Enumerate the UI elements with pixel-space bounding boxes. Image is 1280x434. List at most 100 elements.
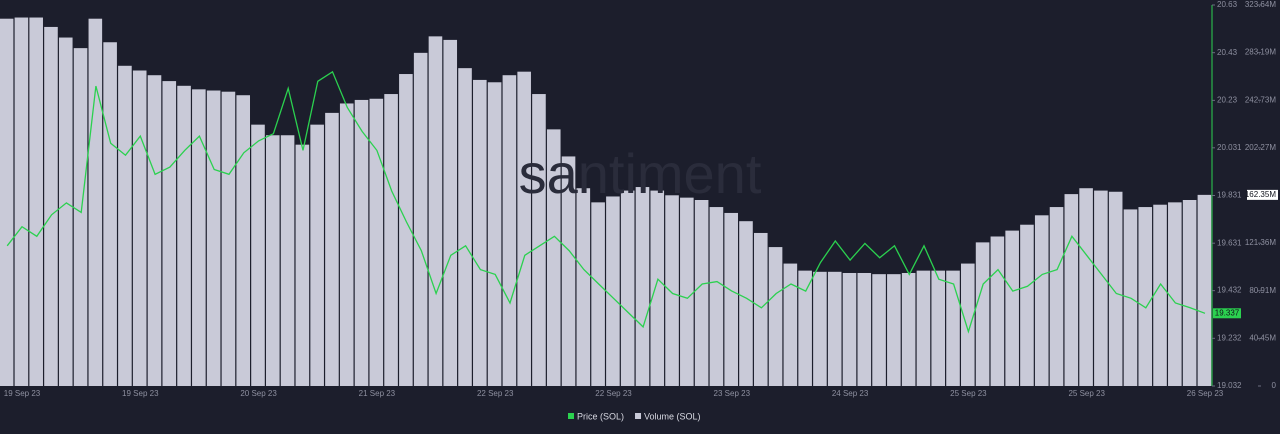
volume-bar	[1197, 194, 1212, 386]
volume-bar	[132, 70, 147, 387]
y-tick-label: 20.23	[1217, 95, 1238, 104]
volume-bar	[827, 271, 842, 386]
y-tick-label: 20.63	[1217, 0, 1238, 9]
x-tick-label: 26 Sep 23	[1187, 389, 1224, 398]
volume-bar	[295, 144, 310, 386]
x-tick-label: 21 Sep 23	[359, 389, 396, 398]
volume-bar	[532, 94, 546, 387]
y2-tick-label: 202.27M	[1245, 143, 1276, 152]
volume-bar	[1049, 207, 1064, 386]
y2-tick-label: 323.64M	[1245, 0, 1276, 9]
volume-bar	[724, 212, 738, 386]
volume-bar	[872, 274, 886, 386]
volume-bar	[1064, 194, 1079, 386]
volume-bar	[694, 199, 709, 386]
x-tick-label: 25 Sep 23	[1068, 389, 1105, 398]
y2-tick-label: 121.36M	[1245, 238, 1276, 247]
watermark: santiment	[519, 142, 762, 205]
volume-badge-label: 162.35M	[1245, 190, 1276, 199]
x-tick-label: 22 Sep 23	[595, 389, 632, 398]
volume-bar	[1168, 202, 1182, 386]
volume-bar	[443, 39, 458, 386]
volume-bar	[325, 112, 339, 387]
volume-bar	[280, 135, 295, 386]
y-tick-label: 19.432	[1217, 286, 1242, 295]
volume-bar	[1005, 230, 1019, 386]
volume-bar	[73, 48, 88, 387]
volume-bar	[739, 221, 753, 386]
volume-bar	[665, 195, 679, 386]
volume-bar	[606, 196, 620, 386]
volume-bar	[1094, 190, 1108, 386]
volume-badge	[1247, 189, 1278, 200]
volume-bar	[29, 17, 43, 387]
volume-bar	[680, 197, 694, 386]
volume-bar	[650, 190, 665, 386]
y2-tick-label: 40.45M	[1249, 333, 1276, 342]
volume-bar	[88, 18, 103, 386]
volume-bar	[473, 79, 487, 387]
volume-bar	[990, 236, 1005, 386]
volume-bar	[857, 272, 872, 386]
legend: Price (SOL) Volume (SOL)	[568, 411, 701, 421]
volume-bar	[236, 95, 251, 387]
volume-bar	[251, 124, 265, 387]
y-tick-label: 20.031	[1217, 143, 1242, 152]
volume-bar	[576, 188, 591, 386]
volume-bar	[310, 124, 324, 387]
volume-bar	[265, 135, 280, 386]
volume-bar	[635, 187, 650, 386]
volume-bar	[413, 52, 428, 387]
x-tick-label: 23 Sep 23	[714, 389, 751, 398]
volume-bar	[961, 263, 975, 386]
volume-bar	[1020, 224, 1034, 386]
volume-bar	[887, 274, 901, 386]
volume-bar	[591, 202, 605, 386]
volume-bar	[1108, 191, 1123, 386]
x-tick-label: 19 Sep 23	[4, 389, 41, 398]
volume-bar	[458, 68, 472, 387]
volume-bar	[44, 26, 58, 387]
volume-bar	[147, 75, 162, 386]
volume-bar	[901, 272, 916, 386]
volume-bar	[620, 190, 635, 386]
volume-bar	[58, 37, 73, 386]
y-tick-label: 19.831	[1217, 191, 1242, 200]
legend-label: Price (SOL)	[577, 411, 624, 421]
volume-bar	[177, 85, 191, 387]
volume-bar	[709, 207, 724, 386]
volume-bar	[1034, 215, 1049, 386]
x-tick-label: 22 Sep 23	[477, 389, 514, 398]
x-tick-label: 20 Sep 23	[240, 389, 277, 398]
volume-bar	[517, 71, 531, 387]
volume-bar	[487, 82, 502, 387]
volume-bar	[561, 156, 576, 386]
y2-tick-label: 0	[1272, 381, 1277, 390]
volume-bar	[946, 270, 960, 386]
volume-bar	[384, 94, 398, 387]
volume-bar	[1138, 207, 1153, 386]
volume-bar	[931, 270, 946, 386]
y2-tick-label: 242.73M	[1245, 95, 1276, 104]
y2-tick-label: 283.19M	[1245, 48, 1276, 57]
volume-bar	[399, 74, 413, 387]
price-badge	[1213, 308, 1241, 319]
x-tick-label: 19 Sep 23	[122, 389, 159, 398]
volume-bar	[546, 129, 561, 387]
volume-bar	[0, 18, 14, 386]
volume-bar	[798, 270, 812, 386]
volume-bar	[502, 75, 517, 386]
volume-bar	[783, 263, 798, 386]
volume-bar	[768, 247, 783, 386]
volume-bar	[14, 17, 29, 387]
volume-bar	[1079, 188, 1093, 386]
volume-bar	[118, 65, 132, 386]
volume-bar	[221, 91, 236, 387]
volume-bar	[916, 270, 931, 386]
volume-bar	[813, 271, 827, 386]
volume-bar	[975, 242, 990, 386]
legend-swatch	[635, 413, 642, 419]
legend-label: Volume (SOL)	[644, 411, 701, 421]
volume-bar	[428, 36, 443, 386]
